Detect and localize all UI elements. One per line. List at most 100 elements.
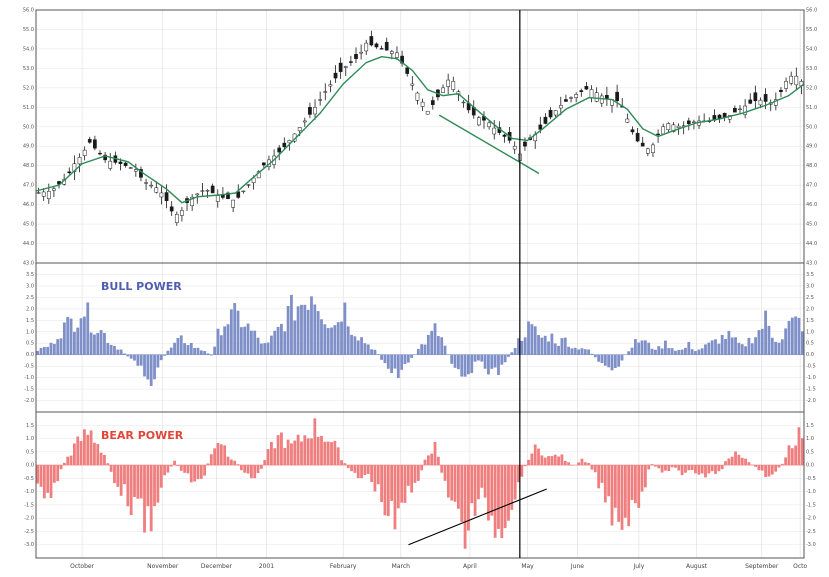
bull-power-bar: [467, 355, 470, 375]
bull-power-bar: [160, 355, 163, 360]
bull-power-bar: [60, 338, 63, 354]
bull-power-bar: [380, 355, 383, 360]
candle-body: [242, 191, 245, 192]
y-tick-label-left: 48.0: [23, 163, 34, 169]
bull-power-bar: [671, 348, 674, 354]
bear-power-bar: [300, 441, 303, 465]
bear-power-bar: [794, 445, 797, 465]
bear-power-bar: [454, 465, 457, 502]
bull-power-bar: [644, 340, 647, 354]
bull-power-bar: [550, 334, 553, 355]
bull-power-bar: [353, 336, 356, 354]
candle-body: [462, 102, 465, 103]
y-tick-label-left: 53.0: [23, 66, 34, 72]
y-tick-label-right: 45.0: [806, 222, 817, 228]
bear-power-bar: [778, 465, 781, 467]
y-tick-label-right: 43.0: [806, 261, 817, 267]
bull-power-bar: [604, 355, 607, 366]
bull-power-bar: [86, 302, 89, 354]
bull-power-bar: [96, 333, 99, 355]
bull-power-bar: [437, 336, 440, 355]
y-tick-label-right: -3.0: [806, 542, 816, 548]
candle-body: [375, 44, 378, 47]
candle-body: [262, 163, 265, 165]
y-tick-label-right: 53.0: [806, 66, 817, 72]
bear-power-bar: [303, 435, 306, 465]
candle-body: [641, 143, 644, 146]
y-tick-label-right: 2.0: [806, 306, 814, 312]
candle-body: [37, 193, 40, 194]
bull-power-bar: [774, 342, 777, 355]
bear-power-bar: [631, 465, 634, 500]
candle-body: [47, 191, 50, 198]
candle-body: [493, 128, 496, 134]
bear-power-bar: [771, 465, 774, 474]
y-tick-label-right: 1.0: [806, 329, 814, 335]
y-tick-label-right: 0.5: [806, 341, 814, 347]
bull-power-bar: [103, 333, 106, 355]
bear-power-bar: [737, 455, 740, 465]
bull-power-bar: [758, 330, 761, 355]
candle-body: [165, 193, 168, 201]
y-tick-label-right: 1.5: [806, 423, 814, 429]
bull-power-bar: [150, 355, 153, 386]
bull-power-bar: [113, 346, 116, 355]
bear-power-bar: [684, 465, 687, 473]
month-label: Octo: [793, 563, 807, 570]
bear-power-bar: [173, 461, 176, 465]
candle-body: [349, 62, 352, 63]
bull-power-bar: [404, 355, 407, 364]
bear-power-bar: [200, 465, 203, 479]
bear-power-bar: [156, 465, 159, 502]
bull-power-bar: [734, 337, 737, 354]
bull-power-bar: [484, 355, 487, 369]
bull-power-bar: [53, 344, 56, 355]
bull-power-bar: [63, 322, 66, 354]
bull-power-bar: [651, 349, 654, 355]
candle-body: [83, 150, 86, 155]
bull-power-bar: [594, 355, 597, 358]
bear-power-bar: [637, 465, 640, 508]
bull-power-bar: [701, 348, 704, 354]
bull-power-bar: [310, 296, 313, 354]
candle-body: [360, 52, 363, 53]
bull-power-bar: [156, 355, 159, 368]
bull-power-bar: [474, 355, 477, 362]
candle-body: [733, 108, 736, 112]
candle-body: [549, 110, 552, 117]
bull-power-bar: [764, 311, 767, 355]
candle-body: [626, 119, 629, 122]
y-tick-label-left: 0.5: [26, 341, 34, 347]
bull-power-bar: [193, 348, 196, 355]
bull-power-bar: [584, 349, 587, 354]
y-tick-label-right: 50.0: [806, 124, 817, 130]
bear-power-bar: [187, 465, 190, 473]
bull-power-bar: [627, 351, 630, 354]
bear-power-bar: [193, 465, 196, 481]
bull-power-bar: [227, 324, 230, 354]
month-label: November: [147, 563, 179, 570]
bear-power-bar: [594, 465, 597, 472]
candle-body: [124, 163, 127, 166]
y-tick-label-right: -2.0: [806, 398, 816, 404]
bull-power-bar: [494, 355, 497, 368]
bull-power-bar: [527, 321, 530, 354]
bear-power-bar: [293, 441, 296, 466]
candle-body: [206, 190, 209, 191]
bear-power-bar: [70, 456, 73, 465]
bear-power-bar: [614, 465, 617, 508]
bear-power-bar: [253, 465, 256, 478]
bear-power-bar: [260, 465, 263, 469]
bull-power-bar: [554, 343, 557, 354]
bull-power-bar: [360, 337, 363, 354]
candle-body: [539, 125, 542, 129]
month-label: September: [745, 563, 779, 570]
bear-power-bar: [333, 441, 336, 465]
y-tick-label-left: 1.0: [26, 329, 34, 335]
bear-power-bar: [424, 460, 427, 465]
bull-power-bar: [667, 348, 670, 355]
y-tick-label-left: -2.0: [24, 398, 34, 404]
bear-power-bar: [457, 465, 460, 509]
bear-power-bar: [217, 443, 220, 465]
bear-power-bar: [717, 465, 720, 471]
